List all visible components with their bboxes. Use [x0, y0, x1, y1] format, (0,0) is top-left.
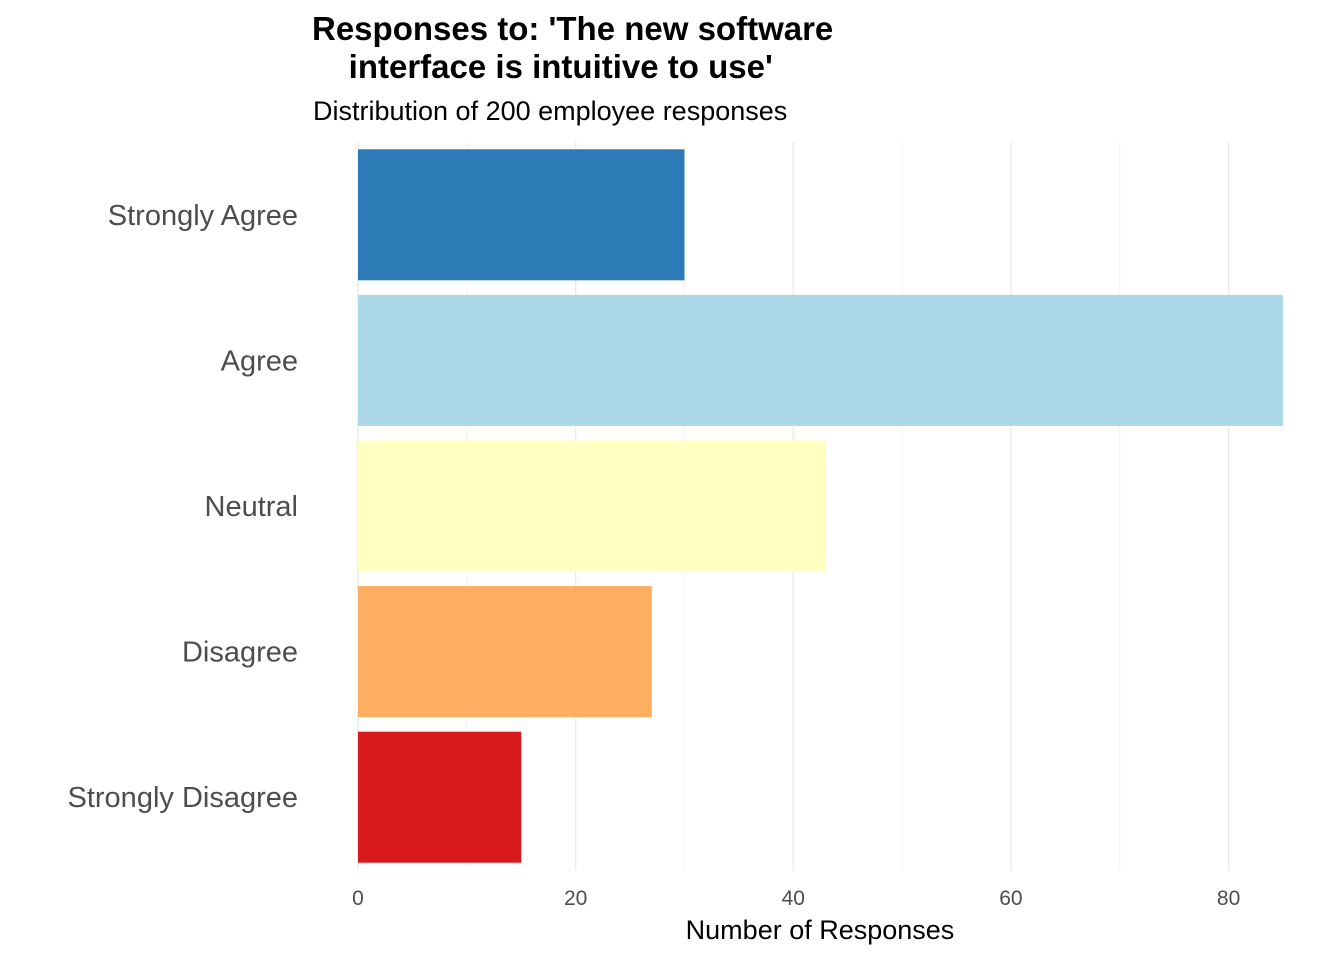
x-axis-title: Number of Responses — [686, 915, 955, 945]
y-tick-label: Strongly Agree — [108, 200, 298, 232]
bar-disagree — [358, 586, 652, 718]
x-tick-label: 60 — [999, 887, 1022, 910]
x-tick-label: 0 — [352, 887, 364, 910]
y-tick-label: Neutral — [205, 491, 299, 523]
x-tick-label: 40 — [782, 887, 805, 910]
x-tick-label: 20 — [564, 887, 587, 910]
chart-title: Responses to: 'The new software interfac… — [312, 10, 834, 85]
bar-strongly-disagree — [358, 731, 522, 863]
y-tick-label: Disagree — [182, 637, 298, 669]
y-tick-label: Strongly Disagree — [68, 782, 299, 814]
x-axis-ticks: 0 20 40 60 80 — [352, 887, 1240, 910]
bar-neutral — [358, 440, 826, 572]
bar-strongly-agree — [358, 149, 685, 281]
y-tick-label: Agree — [221, 345, 298, 377]
bars — [358, 149, 1283, 863]
x-tick-label: 80 — [1217, 887, 1240, 910]
chart-subtitle: Distribution of 200 employee responses — [313, 96, 788, 126]
bar-agree — [358, 294, 1283, 426]
y-axis-labels: Strongly Agree Agree Neutral Disagree Strong… — [68, 200, 299, 814]
